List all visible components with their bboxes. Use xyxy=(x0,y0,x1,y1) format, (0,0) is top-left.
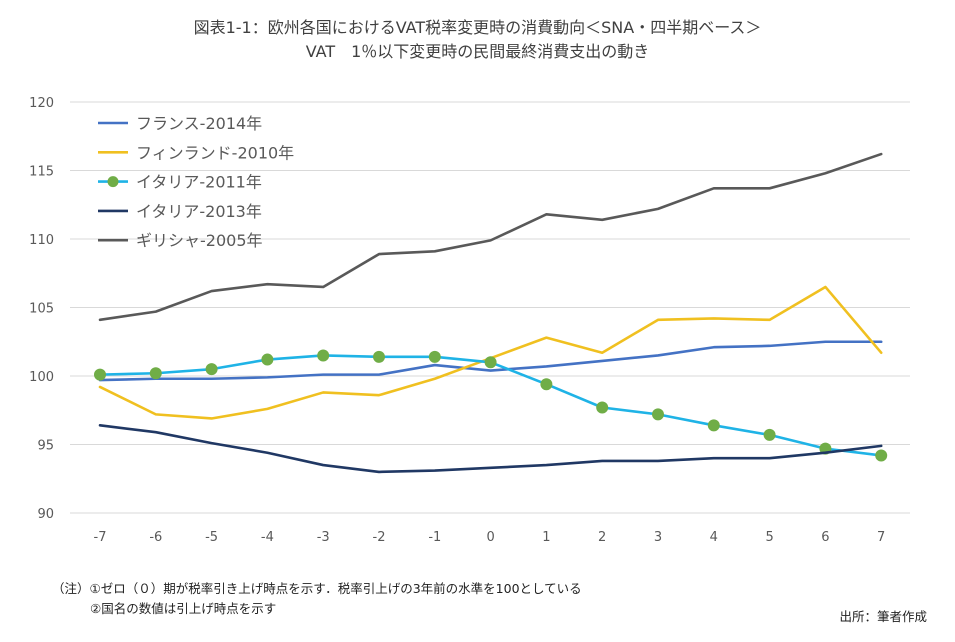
x-tick-label: -2 xyxy=(373,530,386,545)
data-point xyxy=(261,353,274,366)
y-tick-label: 110 xyxy=(29,233,54,248)
source-note: 出所：筆者作成 xyxy=(839,609,927,624)
data-point xyxy=(317,349,330,362)
legend-marker xyxy=(107,176,119,188)
legend-label: イタリア-2011年 xyxy=(136,173,262,192)
y-axis-tick-labels: 90 95 100 105 110 115 120 xyxy=(29,96,54,522)
series-line-4 xyxy=(98,152,883,322)
data-point xyxy=(652,408,664,421)
y-tick-label: 115 xyxy=(29,165,54,180)
x-tick-label: 1 xyxy=(542,530,550,545)
data-point xyxy=(875,449,888,462)
x-tick-label: -7 xyxy=(94,530,107,545)
x-tick-label: 6 xyxy=(821,530,829,545)
legend-label: ギリシャ-2005年 xyxy=(136,231,263,250)
data-point xyxy=(596,401,609,414)
legend-label: フィンランド-2010年 xyxy=(136,143,294,162)
series-lines xyxy=(94,152,888,474)
data-point xyxy=(540,378,553,391)
data-point xyxy=(484,356,497,369)
footnote-1: （注）①ゼロ（０）期が税率引き上げ時点を示す．税率引上げの3年前の水準を100と… xyxy=(52,581,582,596)
gridlines xyxy=(70,101,910,514)
chart-title: 図表1-1：欧州各国におけるVAT税率変更時の消費動向＜SNA・四半期ベース＞ xyxy=(193,18,762,37)
data-point xyxy=(94,368,106,381)
data-point xyxy=(373,350,385,363)
x-tick-label: -4 xyxy=(261,530,274,545)
footnote-2: ②国名の数値は引上げ時点を示す xyxy=(90,601,277,616)
x-axis-tick-labels: -7 -6 -5 -4 -3 -2 -1 0 1 2 3 4 5 6 7 xyxy=(94,530,886,545)
data-point xyxy=(428,350,441,363)
x-tick-label: 3 xyxy=(654,530,662,545)
y-tick-label: 90 xyxy=(37,507,54,522)
data-point xyxy=(149,367,162,380)
chart-subtitle: VAT 1％以下変更時の民間最終消費支出の動き xyxy=(305,42,650,61)
y-tick-label: 95 xyxy=(37,439,54,454)
x-tick-label: 2 xyxy=(598,530,606,545)
legend-label: フランス-2014年 xyxy=(136,114,262,133)
x-tick-label: -3 xyxy=(317,530,330,545)
x-tick-label: -1 xyxy=(428,530,441,545)
series-line-1 xyxy=(98,285,883,420)
x-tick-label: -6 xyxy=(149,530,162,545)
series-line-3 xyxy=(98,424,883,474)
legend: フランス-2014年フィンランド-2010年イタリア-2011年イタリア-201… xyxy=(98,114,294,250)
y-tick-label: 100 xyxy=(29,370,54,385)
series-line-0 xyxy=(98,340,883,382)
x-tick-label: 5 xyxy=(765,530,773,545)
data-point xyxy=(205,363,218,376)
data-point xyxy=(707,419,720,432)
data-point xyxy=(763,428,776,441)
y-tick-label: 105 xyxy=(29,302,54,317)
legend-label: イタリア-2013年 xyxy=(136,202,262,221)
x-tick-label: 0 xyxy=(486,530,494,545)
x-tick-label: 7 xyxy=(877,530,885,545)
x-tick-label: -5 xyxy=(205,530,218,545)
y-tick-label: 120 xyxy=(29,96,54,111)
x-tick-label: 4 xyxy=(710,530,718,545)
